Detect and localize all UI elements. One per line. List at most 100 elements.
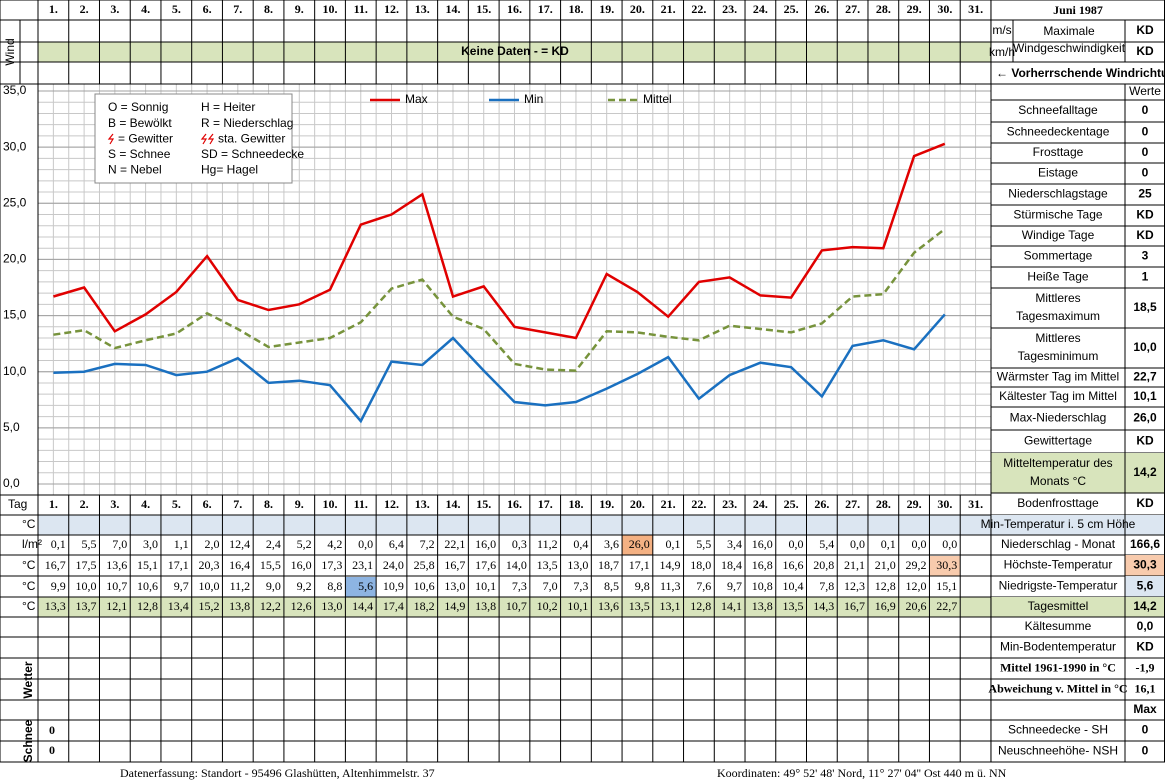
stat-value: 0 [1142,103,1149,117]
day-label: 14. [445,497,460,511]
value-cell: 29,2 [905,558,926,572]
value-cell: 13,7 [75,599,96,613]
day-label: 23. [722,2,737,16]
stat-fill [991,597,1165,617]
stat-value: 14,2 [1133,599,1157,613]
day-label: 29. [907,2,922,16]
stat-value: 25 [1138,187,1152,201]
stat-label: Min-Bodentemperatur [1000,640,1116,654]
stat-value: 10,1 [1133,389,1157,403]
day-label: 11. [354,2,368,16]
stat-value: 0,0 [1137,619,1154,633]
day-label: 3. [110,2,119,16]
stat-value: 3 [1142,249,1149,263]
day-label: 21. [661,2,676,16]
stat-value: KD [1136,640,1154,654]
stat-label: Kältester Tag im Mittel [999,389,1117,403]
day-label: 12. [384,497,399,511]
unit-label: °C [22,599,36,613]
day-label: 31. [968,2,983,16]
weather-legend-item: B = Bewölkt [108,116,172,130]
stat-value: 0 [1142,744,1149,758]
value-cell: 12,3 [844,579,865,593]
value-cell: 16,9 [875,599,896,613]
day-label: 12. [384,2,399,16]
stat-fill [991,453,1165,493]
unit-label: °C [22,579,36,593]
stat-value: 14,2 [1133,465,1157,479]
value-cell: 10,7 [106,579,127,593]
unit-label: °C [22,558,36,572]
weather-legend-item: = Gewitter [118,131,173,145]
value-cell: 15,1 [137,558,158,572]
stat-value: KD [1136,434,1154,448]
value-cell: 7,8 [819,579,834,593]
stat-value: KD [1136,208,1154,222]
value-cell: 2,0 [204,537,219,551]
day-label: 7. [233,2,242,16]
value-cell: 13,0 [567,558,588,572]
stat-value: KD [1136,496,1154,510]
value-cell: 3,4 [727,537,742,551]
stat-label: Mittleres [1035,291,1080,305]
day-label: 18. [568,497,583,511]
value-cell: 22,7 [936,599,957,613]
day-label: 6. [203,497,212,511]
highlight-cell [345,577,377,597]
day-label: 23. [722,497,737,511]
y-tick-label: 20,0 [3,252,27,266]
value-cell: 0,1 [51,537,66,551]
day-label: 1. [49,497,58,511]
day-label: 11. [354,497,368,511]
wind-direction: ← Vorherrschende Windrichtung [996,66,1165,80]
day-label: 4. [141,2,150,16]
series-line [53,142,946,340]
value-cell: 6,4 [389,537,404,551]
weather-legend-item: R = Niederschlag [201,116,293,130]
value-cell: 13,4 [168,599,189,613]
stat-value: 5,6 [1137,579,1154,593]
value-cell: 15,5 [260,558,281,572]
value-cell: 16,4 [229,558,250,572]
no-data-band [38,42,991,62]
stat-label: Abweichung v. Mittel in °C [988,681,1127,695]
day-label: 22. [691,2,706,16]
max-wind-value: KD [1136,44,1154,58]
stat-value: 0 [1142,166,1149,180]
day-label: 28. [876,2,891,16]
stat-value: 0 [1142,125,1149,139]
day-label: 9. [295,2,304,16]
footer-left: Datenerfassung: Standort - 95496 Glashüt… [120,766,435,780]
value-cell: 5,4 [819,537,834,551]
stat-label: Höchste-Temperatur [1004,558,1113,572]
value-cell: 13,0 [321,599,342,613]
stat-label: Stürmische Tage [1013,208,1102,222]
value-cell: 0,0 [850,537,865,551]
stat-fill [991,515,1165,535]
snow-value: 0 [49,743,55,757]
wind-label: Wind [3,38,17,65]
stat-value: 18,5 [1133,300,1157,314]
unit-label: l/m² [22,537,42,551]
max-wind-label: Maximale [1043,24,1095,38]
value-cell: 7,3 [512,579,527,593]
weather-legend-item: SD = Schneedecke [201,147,304,161]
day-label: 13. [415,497,430,511]
unit-label: °C [22,517,36,531]
stat-label: Schneedeckentage [1007,125,1110,139]
value-cell: 13,6 [598,599,619,613]
value-cell: 14,3 [813,599,834,613]
day-label: 25. [784,2,799,16]
value-cell: 9,9 [51,579,66,593]
value-cell: 7,0 [112,537,127,551]
value-cell: 16,7 [45,558,66,572]
stat-label: Schneefalltage [1018,103,1098,117]
unit: m/s [992,23,1011,37]
value-cell: 16,0 [475,537,496,551]
value-cell: 13,5 [783,599,804,613]
value-cell: 5,6 [358,579,373,593]
stat-value: 0 [1142,723,1149,737]
value-cell: 18,2 [414,599,435,613]
day-label: 8. [264,497,273,511]
day-row-label: Tag [8,497,27,511]
